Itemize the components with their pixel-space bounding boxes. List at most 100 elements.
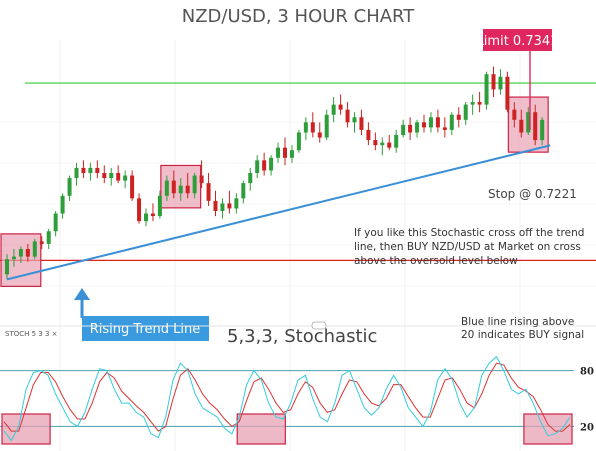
stochastic-k-line <box>3 355 571 442</box>
candle-body <box>283 147 287 158</box>
candle-body <box>157 195 162 217</box>
candle-body <box>526 112 531 133</box>
candle-body <box>95 167 100 173</box>
candle-body <box>289 150 294 158</box>
candle-body <box>380 142 385 146</box>
candle-body <box>234 198 239 209</box>
stochastic-lines <box>3 355 571 442</box>
trend-label: Rising Trend Line <box>90 322 200 337</box>
chart-grid <box>0 40 596 451</box>
stochastic-level-label: 20 <box>580 422 594 433</box>
candle-body <box>470 102 475 105</box>
candle-body <box>366 129 371 141</box>
candle-body <box>67 178 72 196</box>
candle-body <box>442 127 447 130</box>
candle-body <box>428 117 433 128</box>
stochastic-highlight-boxes <box>1 413 573 445</box>
candle-body <box>276 147 281 158</box>
candle-body <box>74 167 79 179</box>
candle-body <box>18 249 23 257</box>
candle-body <box>491 74 496 90</box>
candle-body <box>498 76 503 90</box>
candle-body <box>171 180 176 194</box>
candle-body <box>144 213 148 222</box>
stochastic-annotation: Blue line rising above 20 indicates BUY … <box>461 316 584 341</box>
limit-callout: Limit 0.7341 <box>477 29 559 130</box>
stochastic-levels: 80 20 <box>0 367 594 433</box>
candle-body <box>192 175 197 194</box>
rising-trend-line <box>6 144 551 281</box>
candle-body <box>220 203 225 211</box>
candle-body <box>88 167 93 173</box>
candle-body <box>338 104 343 110</box>
candle-body <box>352 117 357 123</box>
candle-body <box>324 114 329 138</box>
annotation-line-1: If you like this Stochastic cross off th… <box>354 227 584 239</box>
annotation-line-3: above the oversold level below <box>354 255 518 267</box>
candlesticks <box>5 66 545 280</box>
trend-line-group <box>6 144 551 281</box>
limit-label-box <box>483 29 552 51</box>
stochastic-highlight-box <box>523 413 573 445</box>
candle-body <box>456 114 461 120</box>
chart-title: NZD/USD, 3 HOUR CHART <box>182 6 416 27</box>
candle-body <box>422 122 426 128</box>
candle-body <box>435 117 440 128</box>
stoch-annotation-line-2: 20 indicates BUY signal <box>461 329 584 341</box>
candle-body <box>401 124 406 135</box>
stochastic-level-label: 80 <box>580 367 594 378</box>
candle-body <box>296 132 301 151</box>
candle-body <box>477 102 482 105</box>
candle-body <box>25 249 30 257</box>
stochastic-indicator-label: STOCH 5 3 3 × <box>5 330 58 338</box>
candle-body <box>359 117 364 130</box>
candle-body <box>164 180 169 196</box>
trend-arrow-icon <box>74 288 90 300</box>
candle-body <box>387 142 392 148</box>
candle-body <box>505 76 510 110</box>
annotation-line-2: line, then BUY NZD/USD at Market on cros… <box>354 241 581 253</box>
candle-body <box>463 104 468 120</box>
panel-resize-handle[interactable] <box>311 321 327 330</box>
candle-body <box>269 157 274 171</box>
candle-body <box>39 241 44 244</box>
candle-body <box>317 132 322 138</box>
candle-body <box>53 213 58 232</box>
candle-body <box>11 256 16 260</box>
candle-body <box>185 185 190 194</box>
stochastic-title: 5,3,3, Stochastic <box>227 326 377 347</box>
candle-body <box>46 231 51 244</box>
trend-annotation: If you like this Stochastic cross off th… <box>354 227 584 267</box>
candle-body <box>519 119 524 133</box>
limit-label: Limit 0.7341 <box>477 34 559 49</box>
candle-body <box>241 183 246 199</box>
stoch-annotation-line-1: Blue line rising above <box>461 316 574 328</box>
candle-body <box>255 160 260 173</box>
candle-body <box>310 122 315 133</box>
candle-body <box>449 114 454 130</box>
candle-body <box>213 200 218 211</box>
candle-body <box>408 124 413 133</box>
candle-body <box>60 195 65 214</box>
candle-body <box>150 213 155 217</box>
trend-line-callout: Rising Trend Line <box>74 288 209 341</box>
candle-body <box>109 173 114 179</box>
trend-label-box <box>82 316 209 341</box>
candle-body <box>116 173 121 181</box>
candle-body <box>130 175 135 199</box>
candle-body <box>248 173 253 184</box>
candle-body <box>178 185 183 194</box>
candle-body <box>227 203 232 209</box>
candle-body <box>373 140 378 146</box>
candle-body <box>415 122 420 133</box>
candle-body <box>394 135 399 148</box>
candle-body <box>81 167 86 173</box>
candle-body <box>199 175 204 184</box>
candle-body <box>331 104 336 115</box>
candle-body <box>262 160 267 171</box>
candle-body <box>303 122 308 133</box>
candle-body <box>5 259 9 275</box>
candle-body <box>123 175 128 181</box>
candle-body <box>102 173 107 179</box>
